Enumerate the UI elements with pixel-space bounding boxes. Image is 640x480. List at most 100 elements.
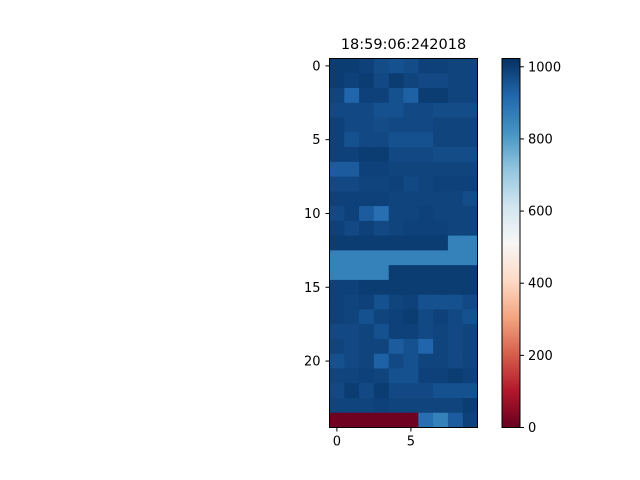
heatmap-cell-r16-c2 bbox=[359, 294, 375, 310]
heatmap-cell-r11-c8 bbox=[447, 220, 464, 237]
heatmap-cell-r16-c9 bbox=[462, 294, 478, 310]
heatmap-cell-r19-c5 bbox=[403, 338, 419, 355]
heatmap-cell-r9-c8 bbox=[447, 191, 464, 207]
heatmap-cell-r22-c9 bbox=[462, 383, 478, 399]
heatmap-cell-r15-c1 bbox=[344, 279, 360, 296]
heatmap-cell-r7-c7 bbox=[433, 161, 449, 177]
heatmap-cell-r18-c2 bbox=[359, 324, 375, 340]
heatmap-cell-r3-c9 bbox=[462, 102, 478, 118]
heatmap-cell-r21-c3 bbox=[373, 368, 390, 384]
heatmap-cell-r9-c0 bbox=[329, 191, 345, 207]
heatmap-cell-r17-c5 bbox=[403, 309, 419, 325]
heatmap-cell-r14-c2 bbox=[359, 265, 375, 281]
heatmap-cell-r0-c4 bbox=[388, 58, 404, 74]
heatmap-cell-r16-c0 bbox=[329, 294, 345, 310]
heatmap-cell-r9-c1 bbox=[344, 191, 360, 207]
heatmap-cell-r17-c3 bbox=[373, 309, 390, 325]
heatmap-cell-r18-c6 bbox=[418, 324, 434, 340]
heatmap-cell-r13-c1 bbox=[344, 250, 360, 266]
heatmap-cell-r18-c0 bbox=[329, 324, 345, 340]
heatmap-cell-r1-c3 bbox=[373, 73, 390, 89]
x-tick-label-5: 5 bbox=[407, 435, 415, 450]
heatmap-cell-r15-c2 bbox=[359, 279, 375, 296]
heatmap-cell-r3-c6 bbox=[418, 102, 434, 118]
heatmap-cell-r15-c5 bbox=[403, 279, 419, 296]
heatmap-cell-r7-c8 bbox=[447, 161, 464, 177]
heatmap-cell-r12-c2 bbox=[359, 235, 375, 251]
heatmap-cell-r21-c4 bbox=[388, 368, 404, 384]
heatmap-cell-r6-c6 bbox=[418, 147, 434, 163]
colorbar bbox=[501, 58, 521, 428]
heatmap-cell-r16-c3 bbox=[373, 294, 390, 310]
heatmap-cell-r3-c3 bbox=[373, 102, 390, 118]
heatmap-cell-r11-c4 bbox=[388, 220, 404, 237]
heatmap-cell-r14-c5 bbox=[403, 265, 419, 281]
y-tick-label-20: 20 bbox=[304, 355, 321, 370]
heatmap-cell-r12-c3 bbox=[373, 235, 390, 251]
heatmap-cell-r23-c6 bbox=[418, 397, 434, 414]
heatmap-cell-r23-c7 bbox=[433, 397, 449, 414]
chart-title: 18:59:06:242018 bbox=[341, 37, 466, 53]
heatmap-cell-r22-c6 bbox=[418, 383, 434, 399]
heatmap-cell-r6-c5 bbox=[403, 147, 419, 163]
heatmap-cell-r20-c8 bbox=[447, 353, 464, 369]
heatmap-cell-r1-c4 bbox=[388, 73, 404, 89]
heatmap-cell-r10-c7 bbox=[433, 206, 449, 222]
heatmap-cell-r0-c5 bbox=[403, 58, 419, 74]
heatmap-cell-r23-c3 bbox=[373, 397, 390, 414]
y-tick-label-10: 10 bbox=[304, 207, 321, 222]
heatmap-cell-r10-c0 bbox=[329, 206, 345, 222]
heatmap-cell-r1-c0 bbox=[329, 73, 345, 89]
heatmap-cell-r12-c6 bbox=[418, 235, 434, 251]
heatmap-cell-r15-c4 bbox=[388, 279, 404, 296]
heatmap-cell-r12-c1 bbox=[344, 235, 360, 251]
heatmap-cell-r0-c2 bbox=[359, 58, 375, 74]
heatmap-cell-r20-c0 bbox=[329, 353, 345, 369]
heatmap-cell-r5-c5 bbox=[403, 132, 419, 148]
heatmap-cell-r19-c4 bbox=[388, 338, 404, 355]
colorbar-tick-label-800: 800 bbox=[528, 132, 553, 147]
heatmap-cell-r20-c4 bbox=[388, 353, 404, 369]
heatmap-cell-r15-c0 bbox=[329, 279, 345, 296]
heatmap-cell-r18-c4 bbox=[388, 324, 404, 340]
heatmap-cell-r1-c2 bbox=[359, 73, 375, 89]
heatmap-cell-r8-c5 bbox=[403, 176, 419, 192]
heatmap-cell-r22-c2 bbox=[359, 383, 375, 399]
heatmap-cell-r0-c3 bbox=[373, 58, 390, 74]
heatmap-cell-r10-c9 bbox=[462, 206, 478, 222]
heatmap-cell-r2-c5 bbox=[403, 88, 419, 104]
heatmap-cell-r1-c1 bbox=[344, 73, 360, 89]
heatmap-cell-r14-c3 bbox=[373, 265, 390, 281]
heatmap-cell-r20-c9 bbox=[462, 353, 478, 369]
heatmap-cell-r16-c1 bbox=[344, 294, 360, 310]
heatmap-cell-r12-c0 bbox=[329, 235, 345, 251]
heatmap-cell-r0-c7 bbox=[433, 58, 449, 74]
heatmap-cell-r6-c3 bbox=[373, 147, 390, 163]
heatmap-cell-r9-c2 bbox=[359, 191, 375, 207]
heatmap-cell-r5-c0 bbox=[329, 132, 345, 148]
heatmap-cell-r19-c6 bbox=[418, 338, 434, 355]
heatmap-cell-r22-c8 bbox=[447, 383, 464, 399]
heatmap-cell-r10-c1 bbox=[344, 206, 360, 222]
heatmap-cell-r21-c5 bbox=[403, 368, 419, 384]
heatmap-cell-r24-c1 bbox=[344, 412, 360, 428]
heatmap-cell-r5-c3 bbox=[373, 132, 390, 148]
heatmap-cell-r7-c2 bbox=[359, 161, 375, 177]
heatmap-cell-r6-c7 bbox=[433, 147, 449, 163]
heatmap-cell-r22-c4 bbox=[388, 383, 404, 399]
heatmap-cell-r19-c9 bbox=[462, 338, 478, 355]
heatmap-cell-r23-c9 bbox=[462, 397, 478, 414]
heatmap-cell-r12-c7 bbox=[433, 235, 449, 251]
heatmap-cell-r10-c4 bbox=[388, 206, 404, 222]
heatmap-cell-r18-c8 bbox=[447, 324, 464, 340]
heatmap-cell-r16-c8 bbox=[447, 294, 464, 310]
heatmap-cell-r6-c8 bbox=[447, 147, 464, 163]
heatmap-cell-r6-c1 bbox=[344, 147, 360, 163]
heatmap-cell-r3-c7 bbox=[433, 102, 449, 118]
heatmap-cell-r1-c7 bbox=[433, 73, 449, 89]
y-tick-label-15: 15 bbox=[304, 281, 321, 296]
heatmap-cell-r1-c8 bbox=[447, 73, 464, 89]
heatmap-cell-r20-c2 bbox=[359, 353, 375, 369]
colorbar-tick-label-0: 0 bbox=[528, 421, 536, 436]
